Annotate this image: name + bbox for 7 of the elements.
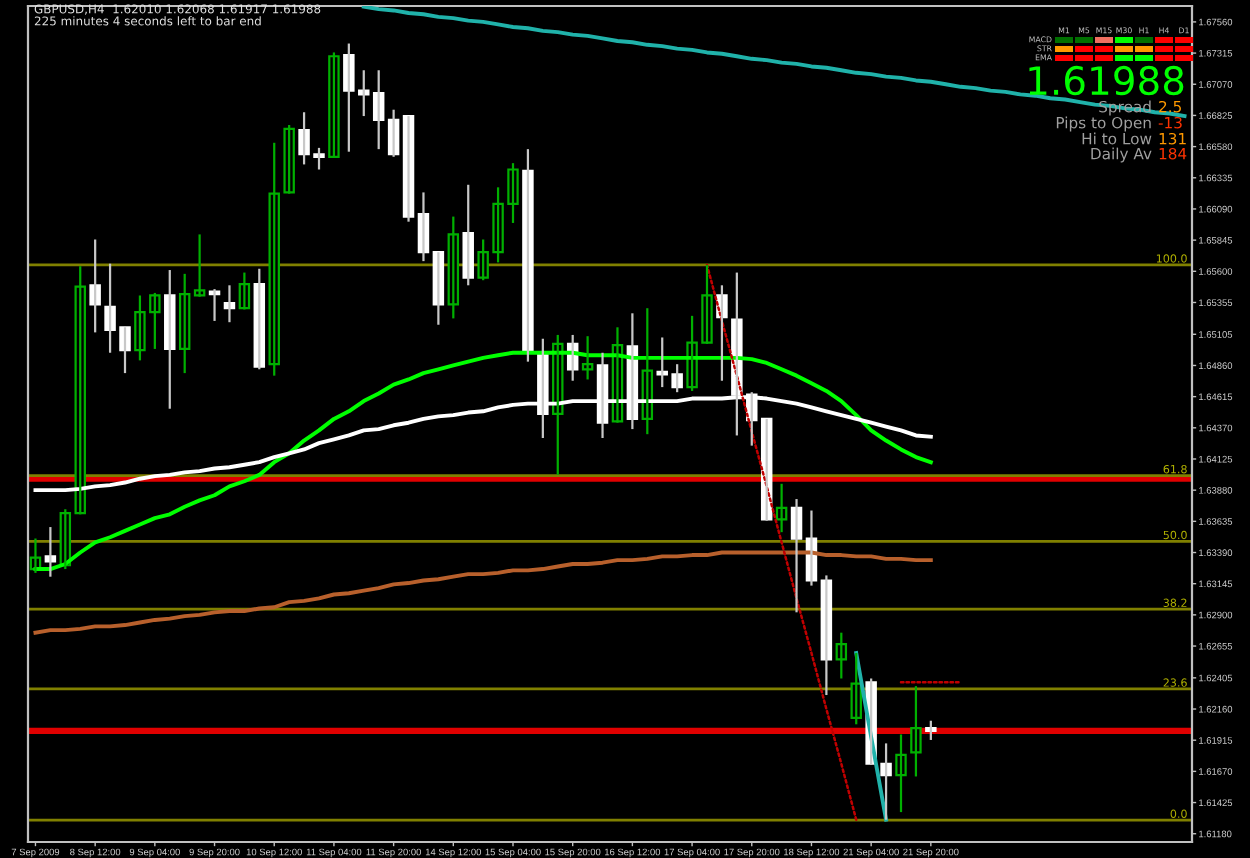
candlestick [925, 719, 937, 742]
line-series [705, 263, 858, 821]
candlestick [89, 238, 101, 334]
candlestick [44, 525, 57, 578]
candlestick [193, 233, 206, 298]
annotation: 1.61988 [1029, 65, 1184, 96]
line-series [361, 6, 1187, 119]
